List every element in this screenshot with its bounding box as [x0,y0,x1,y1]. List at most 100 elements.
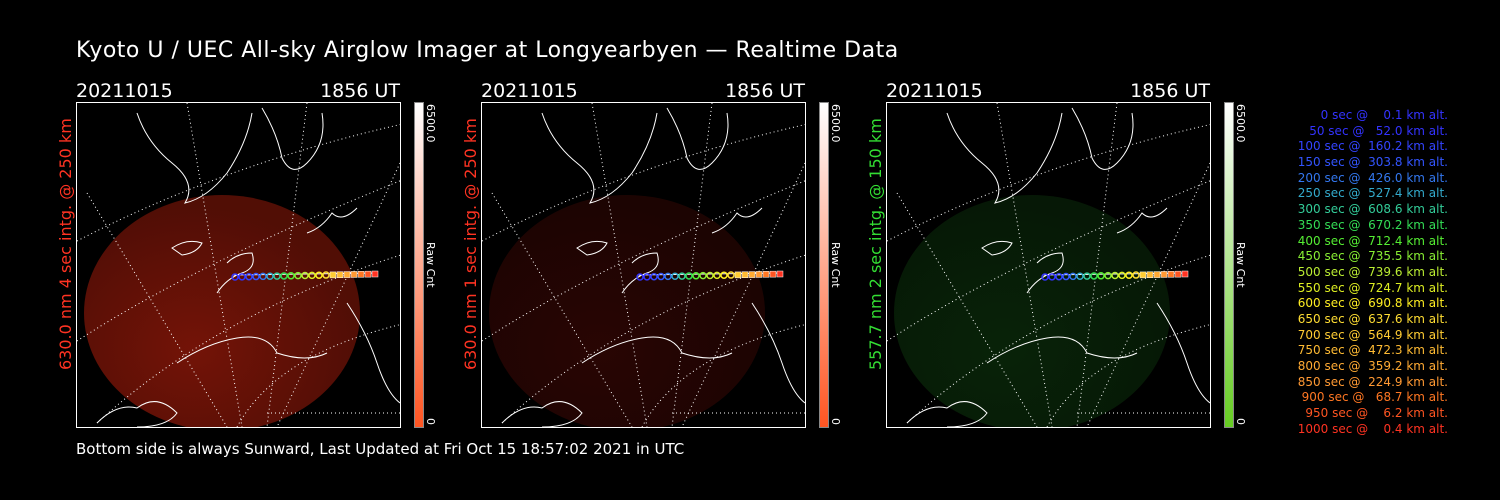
panel-1-cbar-max: 6500.0 [424,104,437,143]
trajectory-point [245,272,253,281]
trajectory-point [1125,271,1133,279]
legend-row: 350 sec @ 670.2 km alt. [1293,217,1448,232]
rocket-trajectory [636,270,784,281]
page-title: Kyoto U / UEC All-sky Airglow Imager at … [76,38,899,63]
trajectory-point [294,271,302,280]
legend-row: 150 sec @ 303.8 km alt. [1293,155,1448,170]
trajectory-point [727,271,735,279]
trajectory-point [713,271,721,280]
trajectory-point [1146,271,1154,278]
trajectory-point [287,272,295,280]
panel-2-cbar-min: 0 [829,418,842,425]
panel-2-colorbar [819,102,829,428]
trajectory-point [643,273,651,281]
trajectory-point [1055,272,1063,281]
trajectory-point [706,271,714,280]
trajectory-point [364,270,372,278]
trajectory-point [336,271,344,278]
trajectory-point [1139,271,1147,279]
trajectory-point [1111,271,1119,280]
trajectory-point [329,271,337,279]
panel-2-cbar-max: 6500.0 [829,104,842,143]
legend-row: 550 sec @ 724.7 km alt. [1293,280,1448,295]
lat-lon-grid [77,103,400,427]
panel-2-time: 1856 UT [725,80,805,102]
panel-3-cbar-max: 6500.0 [1234,104,1247,143]
airglow-disk [489,195,765,427]
trajectory-point [1118,271,1126,280]
trajectory-point [748,271,756,278]
trajectory-point [1076,272,1084,280]
trajectory-point [692,272,700,280]
legend-row: 400 sec @ 712.4 km alt. [1293,233,1448,248]
trajectory-point [1062,272,1070,281]
coastline-outline [501,107,805,427]
trajectory-point [1090,272,1098,280]
trajectory-point [322,271,330,279]
trajectory-point [280,272,288,280]
coastline-outline [96,107,400,427]
trajectory-point [685,272,693,280]
panel-2-side-label: 630.0 nm 1 sec intg. @ 250 km [461,118,480,370]
allsky-map-svg [887,103,1210,427]
trajectory-point [259,272,267,281]
trajectory-point [301,271,309,280]
trajectory-point [315,271,323,279]
trajectory-point [231,273,239,281]
trajectory-point [1181,270,1189,278]
panel-3-allsky-map [886,102,1211,428]
trajectory-point [1153,271,1161,278]
lat-lon-grid [482,103,805,427]
trajectory-point [755,271,763,278]
trajectory-point [1041,273,1049,281]
trajectory-point [671,272,679,280]
panel-1-cbar-min: 0 [424,418,437,425]
trajectory-point [1097,272,1105,280]
trajectory-point [238,273,246,281]
trajectory-point [720,271,728,279]
allsky-map-svg [482,103,805,427]
panel-3-colorbar [1224,102,1234,428]
airglow-disk [894,195,1170,427]
trajectory-point [734,271,742,279]
trajectory-point [664,272,672,281]
trajectory-point [357,271,365,278]
trajectory-point [741,271,749,278]
coastline-outline [906,107,1210,427]
panel-2-allsky-map [481,102,806,428]
trajectory-point [678,272,686,280]
panel-2-cbar-label: Raw Cnt [829,242,842,288]
trajectory-point [1048,273,1056,281]
trajectory-point [252,272,260,281]
legend-row: 450 sec @ 735.5 km alt. [1293,249,1448,264]
trajectory-point [343,271,351,278]
panel-1-cbar-label: Raw Cnt [424,242,437,288]
trajectory-point [1132,271,1140,279]
trajectory-point [1174,270,1182,278]
trajectory-point [266,272,274,280]
panel-3-cbar-min: 0 [1234,418,1247,425]
legend-row: 650 sec @ 637.6 km alt. [1293,311,1448,326]
panel-3-side-label: 557.7 nm 2 sec intg. @ 150 km [866,118,885,370]
legend-row: 750 sec @ 472.3 km alt. [1293,343,1448,358]
trajectory-point [273,272,281,280]
trajectory-point [769,270,777,278]
legend-row: 900 sec @ 68.7 km alt. [1297,390,1448,405]
panel-3-time: 1856 UT [1130,80,1210,102]
panel-1-time: 1856 UT [320,80,400,102]
legend-row: 1000 sec @ 0.4 km alt. [1297,421,1448,436]
panel-1-allsky-map [76,102,401,428]
trajectory-point [1167,271,1175,278]
legend-row: 250 sec @ 527.4 km alt. [1293,186,1448,201]
legend-row: 100 sec @ 160.2 km alt. [1293,139,1448,154]
legend-row: 700 sec @ 564.9 km alt. [1293,327,1448,342]
rocket-trajectory [1041,270,1189,281]
trajectory-point [776,270,784,278]
trajectory-point [762,271,770,278]
trajectory-legend: 0 sec @ 0.1 km alt. 50 sec @ 52.0 km alt… [1262,108,1448,437]
legend-row: 850 sec @ 224.9 km alt. [1293,374,1448,389]
trajectory-point [1069,272,1077,281]
panel-2-date: 20211015 [481,80,578,102]
panel-3-date: 20211015 [886,80,983,102]
rocket-trajectory [231,270,379,281]
